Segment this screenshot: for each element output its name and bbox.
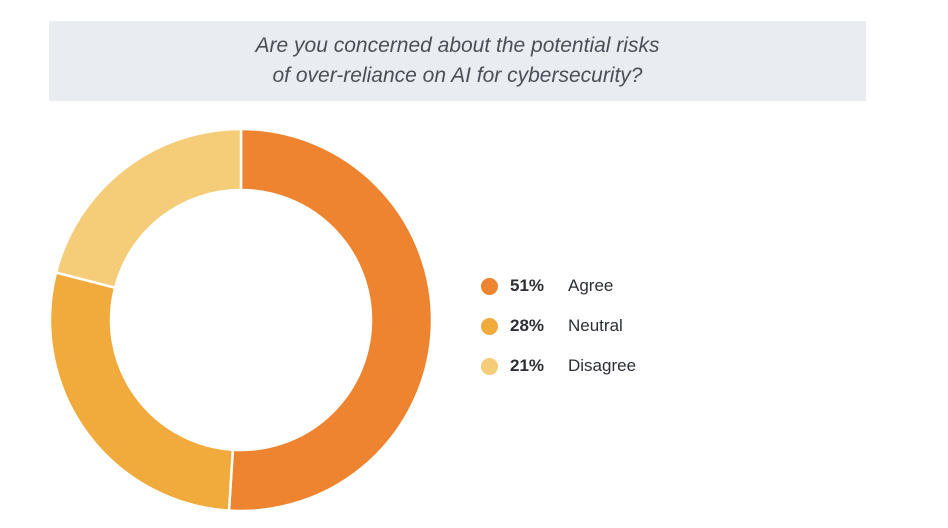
legend-item-neutral: 28% Neutral [481, 306, 636, 346]
legend-value-disagree: 21% [510, 356, 545, 375]
chart-title-box: Are you concerned about the potential ri… [49, 21, 866, 101]
legend-swatch-agree [481, 277, 498, 295]
donut-slice-disagree [54, 127, 243, 290]
legend-label-neutral: Neutral [568, 316, 623, 335]
chart-title-line-1: Are you concerned about the potential ri… [255, 34, 660, 57]
legend-swatch-neutral [481, 317, 498, 335]
donut-slices [48, 127, 434, 513]
donut-slice-agree [227, 127, 434, 513]
chart-title-line-2: of over-reliance on AI for cybersecurity… [272, 64, 643, 87]
legend-value-neutral: 28% [510, 316, 545, 335]
legend-swatch-disagree [481, 357, 498, 375]
legend-value-agree: 51% [510, 276, 545, 295]
legend-label-disagree: Disagree [568, 356, 637, 375]
legend-item-disagree: 21% Disagree [481, 346, 636, 386]
legend-item-agree: 51% Agree [481, 266, 636, 306]
legend-label-agree: Agree [568, 276, 614, 295]
donut-slice-neutral [48, 270, 235, 512]
chart-legend: 51% Agree 28% Neutral 21% Disagree [481, 266, 636, 386]
